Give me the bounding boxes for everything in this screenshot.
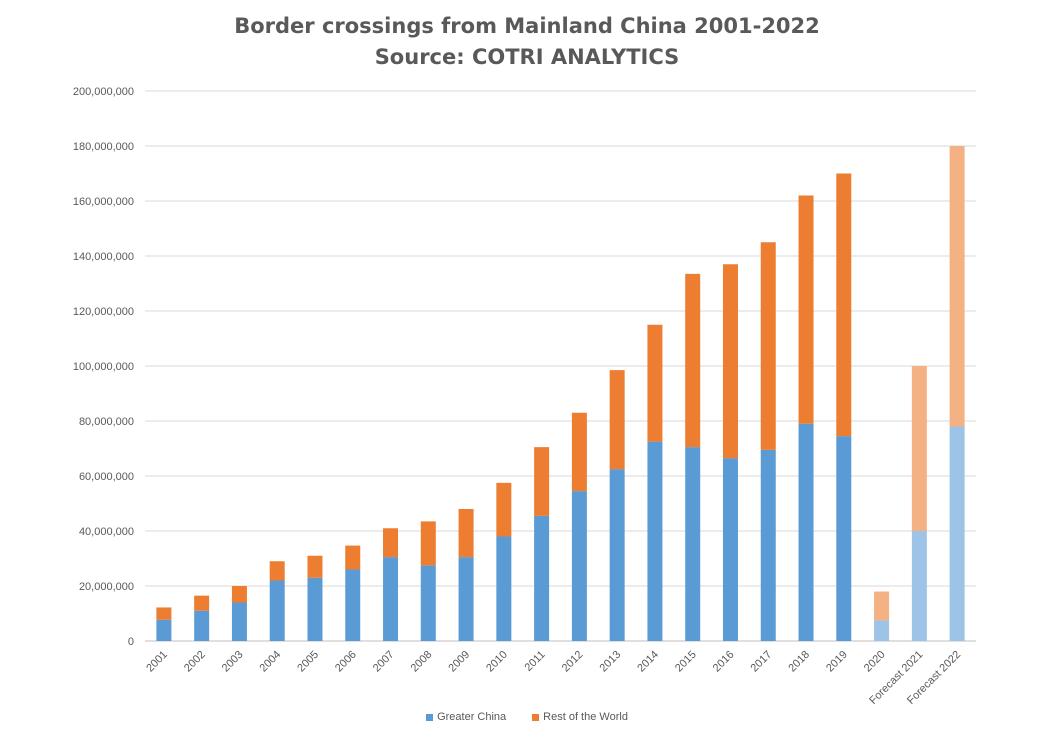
bar-rest-of-world bbox=[420, 521, 436, 566]
bar-rest-of-world bbox=[307, 555, 323, 578]
bar-greater-china bbox=[383, 557, 399, 641]
bar-greater-china bbox=[798, 423, 814, 641]
bar-greater-china bbox=[496, 536, 512, 641]
y-tick-label: 140,000,000 bbox=[73, 251, 134, 263]
bar-greater-china bbox=[874, 620, 890, 641]
x-tick-label: 2009 bbox=[446, 649, 472, 675]
bar-rest-of-world bbox=[722, 264, 738, 459]
legend-swatch-greater-china bbox=[426, 713, 434, 721]
x-tick-label: 2011 bbox=[523, 649, 548, 674]
bar-greater-china bbox=[194, 610, 210, 641]
bar-rest-of-world bbox=[609, 370, 625, 470]
bar-greater-china bbox=[345, 569, 361, 641]
bar-greater-china bbox=[760, 449, 776, 641]
bar-greater-china bbox=[231, 602, 247, 641]
y-tick-label: 200,000,000 bbox=[73, 86, 134, 98]
x-tick-label: 2001 bbox=[144, 649, 170, 675]
y-tick-label: 60,000,000 bbox=[79, 471, 134, 483]
y-tick-label: 40,000,000 bbox=[79, 526, 134, 538]
bar-greater-china bbox=[420, 565, 436, 641]
bar-greater-china bbox=[534, 515, 550, 641]
y-tick-label: 180,000,000 bbox=[73, 141, 134, 153]
bar-greater-china bbox=[458, 557, 474, 641]
legend-label-greater-china: Greater China bbox=[437, 711, 507, 723]
bar-rest-of-world bbox=[194, 595, 210, 611]
bar-greater-china bbox=[911, 531, 927, 641]
legend-item-greater-china: Greater China bbox=[426, 711, 506, 723]
bar-greater-china bbox=[685, 447, 701, 641]
legend-label-rest-of-world: Rest of the World bbox=[543, 711, 628, 723]
bar-rest-of-world bbox=[231, 586, 247, 603]
x-tick-label: 2020 bbox=[862, 649, 888, 675]
x-tick-label: 2007 bbox=[371, 649, 397, 675]
bar-rest-of-world bbox=[798, 195, 814, 424]
bar-rest-of-world bbox=[571, 412, 587, 492]
bar-greater-china bbox=[609, 469, 625, 641]
bar-rest-of-world bbox=[760, 242, 776, 450]
x-tick-label: 2004 bbox=[258, 649, 284, 675]
y-tick-label: 100,000,000 bbox=[73, 361, 134, 373]
x-tick-label: 2010 bbox=[484, 649, 510, 675]
x-tick-label: 2012 bbox=[560, 649, 586, 675]
bar-greater-china bbox=[307, 577, 323, 641]
legend-swatch-rest-of-world bbox=[532, 713, 540, 721]
chart-title: Border crossings from Mainland China 200… bbox=[234, 14, 820, 38]
legend: Greater China Rest of the World bbox=[0, 711, 1054, 723]
bar-rest-of-world bbox=[647, 324, 663, 442]
bar-greater-china bbox=[647, 441, 663, 641]
bar-greater-china bbox=[722, 458, 738, 641]
x-tick-label: 2017 bbox=[749, 649, 775, 675]
x-tick-label: 2014 bbox=[635, 649, 661, 675]
bar-rest-of-world bbox=[345, 545, 361, 570]
y-tick-label: 160,000,000 bbox=[73, 196, 134, 208]
x-tick-label: 2006 bbox=[333, 649, 359, 675]
bar-greater-china bbox=[571, 491, 587, 641]
y-tick-label: 20,000,000 bbox=[79, 581, 134, 593]
bar-rest-of-world bbox=[836, 173, 852, 437]
bar-rest-of-world bbox=[269, 561, 285, 581]
legend-item-rest-of-world: Rest of the World bbox=[532, 711, 628, 723]
bar-rest-of-world bbox=[458, 509, 474, 558]
x-tick-label: 2015 bbox=[673, 649, 699, 675]
bar-rest-of-world bbox=[534, 447, 550, 516]
bar-rest-of-world bbox=[911, 366, 927, 531]
bar-greater-china bbox=[156, 619, 172, 641]
x-tick-label: 2019 bbox=[824, 649, 850, 675]
y-tick-label: 80,000,000 bbox=[79, 416, 134, 428]
x-tick-label: 2002 bbox=[182, 649, 208, 675]
bar-rest-of-world bbox=[156, 607, 172, 620]
y-tick-label: 120,000,000 bbox=[73, 306, 134, 318]
x-tick-label: 2016 bbox=[711, 649, 737, 675]
x-tick-label: 2018 bbox=[786, 649, 812, 675]
bar-rest-of-world bbox=[383, 528, 399, 558]
bar-greater-china bbox=[269, 580, 285, 641]
bar-rest-of-world bbox=[496, 482, 512, 537]
chart-subtitle: Source: COTRI ANALYTICS bbox=[374, 45, 680, 69]
bar-rest-of-world bbox=[874, 591, 890, 621]
x-tick-label: 2008 bbox=[409, 649, 435, 675]
x-tick-label: 2003 bbox=[220, 649, 246, 675]
bar-greater-china bbox=[949, 426, 965, 641]
x-tick-label: 2013 bbox=[597, 649, 623, 675]
bar-rest-of-world bbox=[949, 146, 965, 427]
x-tick-label: 2005 bbox=[295, 649, 321, 675]
bar-greater-china bbox=[836, 436, 852, 641]
y-tick-label: 0 bbox=[128, 636, 134, 648]
bar-rest-of-world bbox=[685, 273, 701, 448]
